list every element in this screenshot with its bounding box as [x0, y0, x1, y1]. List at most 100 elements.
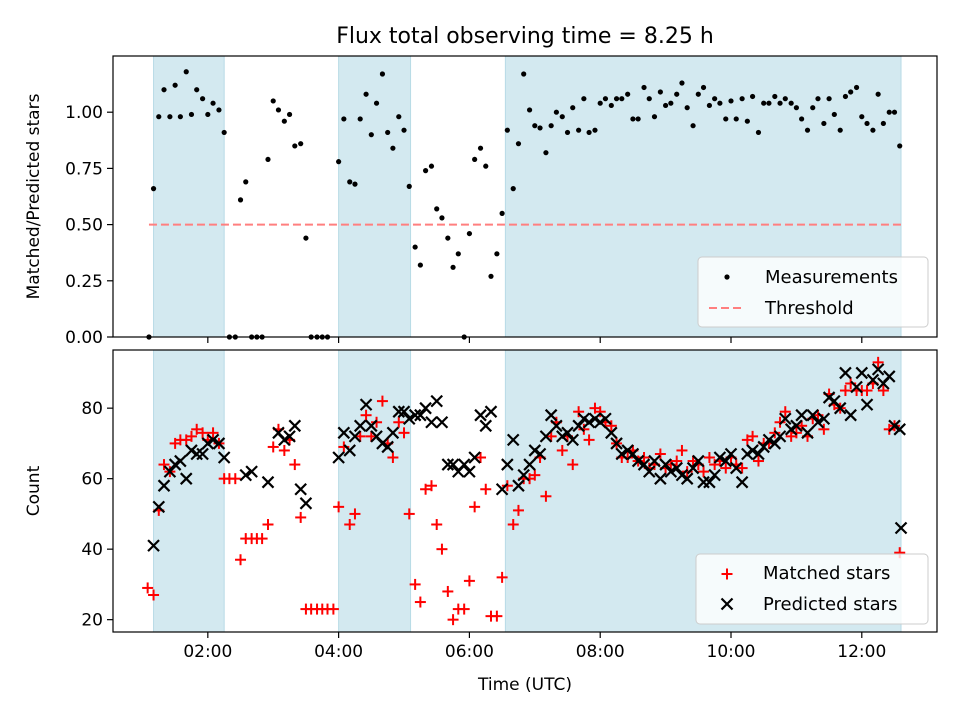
matched-star-marker [371, 416, 383, 428]
predicted-star-marker [457, 458, 471, 471]
predicted-star-marker [806, 408, 820, 422]
measurement-point [270, 98, 276, 104]
matched-star-marker [818, 423, 830, 435]
measurement-point [428, 163, 435, 169]
predicted-star-marker [365, 419, 378, 433]
legend-threshold-label: Threshold [764, 298, 854, 319]
matched-star-marker [469, 501, 481, 513]
predicted-star-marker [713, 451, 727, 464]
measurement-point [401, 127, 407, 133]
matched-star-marker [393, 416, 405, 428]
measurement-point [815, 96, 821, 102]
predicted-star-marker [708, 468, 721, 482]
measurement-point [630, 116, 636, 122]
matched-star-marker [796, 420, 808, 432]
measurement-point [281, 118, 287, 124]
measurement-point [455, 251, 461, 257]
predicted-star-marker [337, 426, 351, 440]
matched-star-marker [877, 385, 889, 397]
measurement-point [188, 111, 195, 118]
predicted-star-marker [353, 419, 367, 433]
matched-star-marker [736, 462, 748, 474]
x-tick-label: 02:00 [183, 642, 232, 662]
predicted-star-marker [163, 465, 177, 478]
predicted-star-marker [206, 433, 220, 447]
matched-star-marker [256, 533, 268, 545]
y-tick-label: 0.25 [65, 272, 103, 292]
y-tick-label: 20 [81, 611, 103, 631]
y-tick-label: 0.00 [65, 328, 103, 348]
measurement-point [390, 145, 396, 151]
measurement-point [194, 87, 200, 93]
predicted-star-marker [833, 401, 847, 415]
predicted-star-marker [294, 482, 307, 496]
y-tick-label: 1.00 [65, 103, 103, 123]
y-tick-label: 80 [81, 399, 103, 419]
matched-star-marker [365, 430, 377, 442]
predicted-star-marker [386, 426, 400, 440]
matched-star-marker [278, 444, 290, 456]
predicted-star-marker [659, 458, 672, 471]
matched-star-marker [235, 554, 247, 566]
predicted-star-marker [419, 401, 432, 415]
matched-star-marker [403, 508, 415, 520]
measurement-point [199, 96, 206, 102]
bottom-x-ticks: 02:00 04:00 06:00 08:00 10:00 12:00 [183, 632, 886, 662]
measurement-point [379, 71, 386, 77]
measurement-point [483, 163, 489, 169]
matched-star-marker [501, 480, 513, 492]
matched-star-marker [425, 480, 437, 492]
predicted-star-marker [441, 458, 455, 471]
measurement-point [156, 114, 162, 120]
observing-band [338, 55, 412, 338]
matched-star-marker [463, 575, 475, 587]
predicted-star-marker [414, 408, 427, 422]
matched-star-marker [578, 423, 590, 435]
matched-star-marker [442, 585, 454, 597]
predicted-star-marker [719, 454, 733, 468]
predicted-star-marker [572, 419, 585, 433]
measurement-point [237, 197, 244, 203]
predicted-star-marker [332, 451, 345, 464]
predicted-star-marker [724, 447, 738, 461]
measurement-point [625, 91, 631, 97]
top-x-ticks [207, 337, 863, 343]
measurement-point [766, 100, 772, 106]
matched-star-marker [861, 385, 873, 397]
matched-star-marker [420, 483, 432, 495]
measurement-point [548, 123, 554, 129]
matched-star-marker [360, 409, 372, 421]
measurement-point [368, 132, 374, 138]
predicted-star-marker [179, 472, 193, 485]
predicted-star-marker [599, 412, 612, 426]
measurement-point [537, 125, 543, 131]
matched-star-marker [475, 452, 487, 464]
measurement-point [684, 105, 690, 111]
measurement-point [243, 179, 249, 185]
matched-star-marker [540, 490, 552, 502]
measurement-point [712, 96, 718, 102]
predicted-star-marker [430, 394, 443, 408]
predicted-star-marker [157, 479, 171, 492]
predicted-star-marker [533, 447, 547, 461]
matched-star-marker [262, 518, 274, 530]
matched-star-marker [458, 603, 470, 615]
predicted-star-marker [762, 433, 776, 447]
measurement-point [336, 159, 342, 165]
matched-star-marker [447, 614, 459, 626]
matched-star-marker [507, 518, 519, 530]
predicted-star-marker [495, 482, 509, 496]
measurement-point [635, 116, 641, 122]
predicted-star-marker [512, 479, 525, 492]
predicted-star-marker [468, 451, 481, 464]
matched-star-marker [376, 395, 388, 407]
measurement-point [679, 80, 685, 86]
measurement-point [891, 109, 898, 115]
measurement-point [749, 93, 756, 100]
predicted-star-marker [582, 415, 596, 429]
measurement-point [439, 215, 445, 221]
predicted-star-marker [779, 412, 792, 426]
matched-star-marker [583, 434, 595, 446]
measurement-point [472, 156, 478, 163]
